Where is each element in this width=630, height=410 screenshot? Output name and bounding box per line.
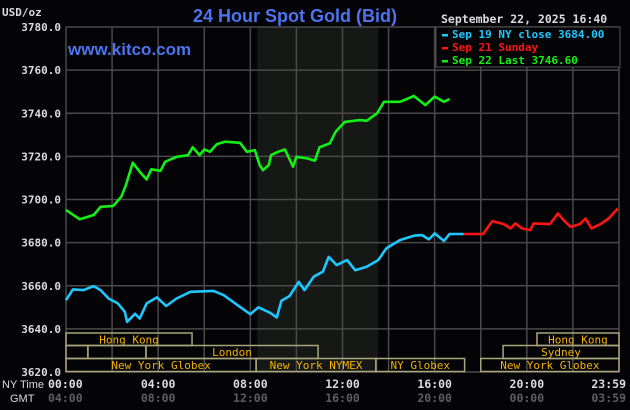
- gmt-tick-label: 03:59: [591, 391, 626, 405]
- legend-box: [435, 26, 621, 68]
- session-label: London: [212, 346, 252, 359]
- series-lines: [64, 94, 619, 324]
- y-tick-label: 3700.0: [21, 194, 61, 207]
- gmt-tick-label: 00:00: [510, 391, 545, 405]
- gmt-tick-label: 08:00: [141, 391, 176, 405]
- legend-entry: Sep 21 Sunday: [452, 41, 538, 54]
- session-label: Hong Kong: [99, 334, 159, 347]
- grid: [65, 26, 620, 373]
- legend-entry: Sep 22 Last 3746.60: [452, 54, 578, 67]
- chart-title: 24 Hour Spot Gold (Bid): [193, 6, 397, 26]
- ny-time-tick-label: 16:00: [417, 377, 452, 391]
- ny-time-label: NY Time: [2, 379, 44, 391]
- ny-time-tick-label: 08:00: [233, 377, 268, 391]
- timestamp: September 22, 2025 16:40: [441, 12, 607, 26]
- session-label: Hong Kong: [548, 334, 608, 347]
- y-tick-label: 3720.0: [21, 150, 61, 163]
- y-axis-ticks: 3780.0 3760.0 3740.0 3720.0 3700.0 3680.0 3660…: [21, 21, 61, 379]
- ny-time-tick-label: 23:59: [591, 377, 626, 391]
- kitco-watermark: www.kitco.com: [67, 40, 191, 59]
- session-label: NY Globex: [390, 359, 450, 372]
- legend-swatch: [442, 47, 448, 50]
- ny-time-tick-label: 00:00: [48, 377, 83, 391]
- y-tick-label: 3620.0: [21, 366, 61, 379]
- session-box: [480, 357, 620, 373]
- gmt-tick-label: 20:00: [417, 391, 452, 405]
- x-axis-ticks: 00:00 04:00 08:00 12:00 16:00 20:00 23:5904:00…: [48, 377, 626, 405]
- series-line: [65, 94, 451, 221]
- ny-time-tick-label: 12:00: [325, 377, 360, 391]
- legend-swatch: [442, 34, 448, 37]
- session-box: [375, 357, 466, 373]
- series-line: [64, 232, 464, 324]
- y-tick-label: 3780.0: [21, 21, 61, 34]
- ny-time-tick-label: 04:00: [141, 377, 176, 391]
- session-box: [87, 344, 147, 360]
- gmt-tick-label: 16:00: [325, 391, 360, 405]
- y-tick-label: 3760.0: [21, 64, 61, 77]
- session-label: New York NYMEX: [270, 359, 363, 372]
- series-line: [463, 207, 619, 236]
- legend-swatch: [442, 60, 448, 63]
- ny-time-tick-label: 20:00: [510, 377, 545, 391]
- legend-entry: Sep 19 NY close 3684.00: [452, 28, 604, 41]
- gmt-tick-label: 04:00: [48, 391, 83, 405]
- session-label: New York Globex: [500, 359, 600, 372]
- gmt-tick-label: 12:00: [233, 391, 268, 405]
- y-tick-label: 3680.0: [21, 237, 61, 250]
- y-tick-label: 3640.0: [21, 323, 61, 336]
- session-label: Sydney: [541, 346, 581, 359]
- y-tick-label: 3660.0: [21, 280, 61, 293]
- session-label: New York Globex: [111, 359, 211, 372]
- session-box: [65, 344, 89, 360]
- y-tick-label: 3740.0: [21, 107, 61, 120]
- y-axis-label: USD/oz: [2, 6, 42, 19]
- gmt-label: GMT: [10, 393, 35, 405]
